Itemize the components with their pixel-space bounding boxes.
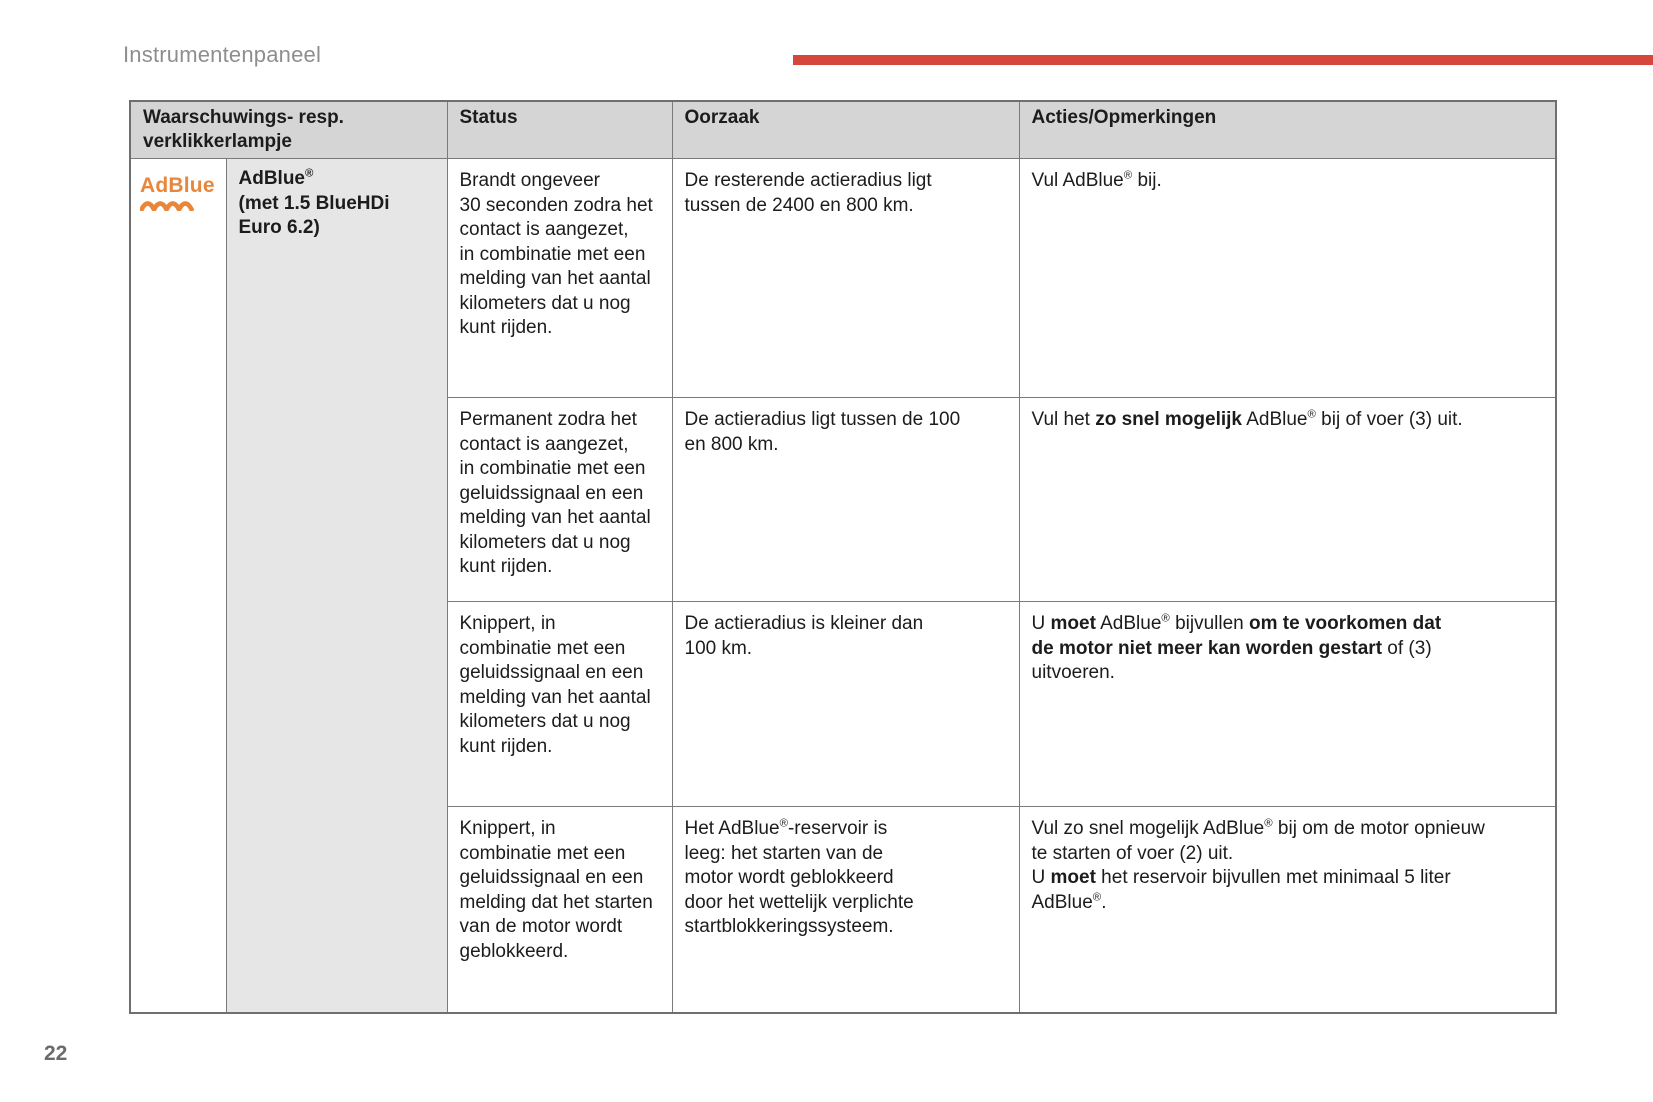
lamp-icon-cell: AdBlue	[129, 158, 227, 1013]
status-cell: Permanent zodra het contact is aangezet,…	[446, 397, 673, 602]
warning-lamp-table: Waarschuwings- resp. verklikkerlampje St…	[129, 100, 1557, 1014]
table-row: AdBlue AdBlue® (met 1.5 BlueHDi Euro 6.2…	[129, 158, 1557, 1013]
column-header-lamp: Waarschuwings- resp. verklikkerlampje	[129, 100, 448, 159]
header-row: Waarschuwings- resp. verklikkerlampje St…	[129, 100, 1557, 159]
page-title: Instrumentenpaneel	[123, 42, 322, 67]
cause-cell: De actieradius ligt tussen de 100 en 800…	[671, 397, 1020, 602]
cause-cell: Het AdBlue®-reservoir is leeg: het start…	[671, 806, 1020, 1013]
page-number: 22	[44, 1042, 68, 1065]
actions-cell: Vul AdBlue® bij.	[1018, 158, 1557, 398]
table-row: Knippert, in combinatie met een geluidss…	[130, 806, 1557, 1013]
status-cell: Brandt ongeveer 30 seconden zodra het co…	[446, 158, 673, 398]
table-container: Waarschuwings- resp. verklikkerlampje St…	[129, 100, 1557, 1014]
actions-cell: Vul het zo snel mogelijk AdBlue® bij of …	[1018, 397, 1557, 602]
cause-cell: De actieradius is kleiner dan 100 km.	[671, 601, 1020, 807]
table-row: Permanent zodra het contact is aangezet,…	[130, 397, 1557, 602]
actions-cell: U moet AdBlue® bijvullen om te voorkomen…	[1018, 601, 1557, 807]
actions-cell: Vul zo snel mogelijk AdBlue® bij om de m…	[1018, 806, 1557, 1013]
column-header-status: Status	[446, 100, 673, 159]
column-header-actions: Acties/Opmerkingen	[1018, 100, 1557, 159]
status-cell: Knippert, in combinatie met een geluidss…	[446, 601, 673, 807]
accent-bar	[793, 55, 1653, 65]
column-header-cause: Oorzaak	[671, 100, 1020, 159]
adblue-wordmark: AdBlue	[140, 174, 215, 197]
lamp-name: AdBlue® (met 1.5 BlueHDi Euro 6.2)	[225, 158, 448, 1013]
cause-cell: De resterende actieradius ligt tussen de…	[671, 158, 1020, 398]
adblue-wave-icon	[140, 201, 194, 211]
adblue-logo: AdBlue	[140, 174, 218, 211]
status-cell: Knippert, in combinatie met een geluidss…	[446, 806, 673, 1013]
table-row: Knippert, in combinatie met een geluidss…	[130, 601, 1557, 807]
